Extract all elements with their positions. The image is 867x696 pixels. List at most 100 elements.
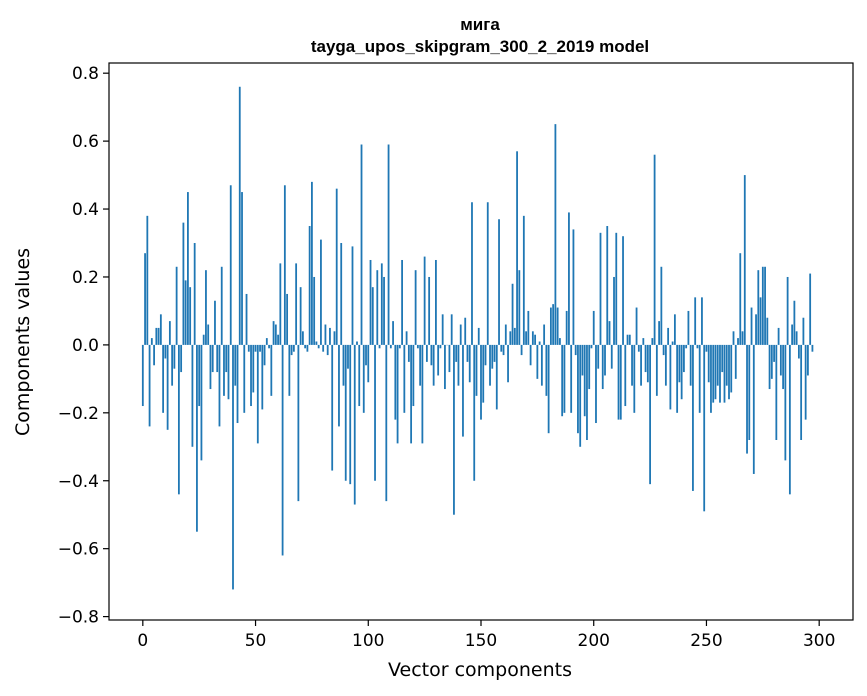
bar-36	[223, 344, 225, 396]
bar-19	[184, 280, 187, 345]
bar-115	[401, 259, 403, 345]
bar-47	[247, 344, 250, 352]
y-tick-label: 0.0	[72, 336, 99, 356]
bar-275	[761, 266, 764, 345]
bar-122	[416, 344, 419, 349]
bar-279	[770, 344, 773, 379]
bar-60	[277, 334, 279, 345]
bar-64	[286, 293, 289, 345]
bar-105	[378, 344, 381, 349]
bar-80	[322, 344, 325, 352]
bar-66	[290, 344, 293, 356]
bar-170	[525, 331, 527, 345]
bar-263	[734, 344, 737, 379]
bar-244	[692, 344, 694, 491]
bar-243	[689, 344, 692, 386]
bar-65	[288, 344, 291, 396]
y-tick-label: 0.8	[72, 64, 99, 84]
bar-249	[703, 344, 706, 512]
bar-292	[800, 344, 803, 440]
chart-title-line2: tayga_upos_skipgram_300_2_2019 model	[311, 37, 649, 56]
bar-251	[707, 344, 710, 383]
bar-276	[764, 266, 766, 345]
bar-69	[297, 344, 300, 502]
bar-201	[595, 344, 597, 424]
bar-216	[628, 334, 631, 345]
x-tick-label: 50	[245, 631, 267, 651]
bar-253	[712, 344, 715, 403]
bar-114	[398, 344, 401, 349]
y-tick-label: 0.2	[72, 268, 99, 288]
bar-258	[723, 344, 726, 403]
bar-206	[606, 226, 609, 345]
bar-284	[782, 344, 785, 390]
bar-224	[646, 344, 649, 383]
bar-231	[662, 344, 665, 356]
bar-95	[356, 341, 358, 345]
bar-164	[511, 283, 514, 345]
bar-145	[468, 344, 471, 383]
bar-228	[655, 344, 658, 396]
bar-257	[721, 344, 724, 373]
bar-199	[590, 344, 593, 349]
bar-85	[333, 331, 336, 345]
bar-212	[619, 344, 622, 420]
bar-297	[811, 344, 814, 352]
bar-54	[263, 344, 266, 366]
bar-192	[574, 344, 577, 356]
y-axis-ticks: −0.8 −0.6 −0.4 −0.2 0.0 0.2 0.4 0.6 0.8	[58, 64, 109, 628]
bar-104	[376, 270, 379, 345]
bar-50	[254, 344, 257, 352]
bar-226	[651, 338, 654, 345]
bar-137	[450, 314, 453, 345]
bar-286	[786, 276, 789, 345]
bar-0	[141, 344, 144, 407]
bar-293	[802, 317, 805, 345]
bar-210	[615, 232, 618, 345]
bar-100	[367, 344, 370, 383]
bar-232	[664, 344, 667, 386]
bar-294	[804, 344, 807, 420]
bar-31	[211, 344, 214, 373]
bar-6	[155, 327, 158, 345]
bar-213	[622, 236, 624, 345]
bar-70	[299, 287, 302, 345]
bar-264	[737, 338, 739, 345]
bar-173	[531, 331, 534, 345]
bar-195	[581, 344, 584, 376]
bar-112	[394, 344, 397, 420]
bar-272	[755, 314, 757, 345]
bar-196	[583, 344, 586, 417]
bar-223	[644, 344, 647, 373]
bar-11	[166, 344, 169, 430]
bar-219	[635, 307, 638, 345]
bar-42	[236, 344, 239, 424]
bar-141	[459, 324, 462, 345]
bar-267	[743, 175, 746, 345]
bar-48	[250, 344, 252, 407]
bar-111	[392, 321, 394, 345]
bar-146	[471, 202, 473, 345]
bar-45	[243, 344, 246, 413]
x-tick-label: 100	[352, 631, 384, 651]
x-axis-ticks: 0 50 100 150 200 250 300	[137, 620, 835, 651]
bar-126	[425, 344, 428, 362]
bar-12	[168, 321, 171, 345]
bar-288	[791, 324, 794, 345]
y-tick-label: −0.8	[58, 608, 99, 628]
bar-256	[719, 344, 721, 403]
bar-144	[466, 344, 469, 362]
bar-166	[516, 151, 518, 345]
chart-title-line1: мига	[460, 15, 500, 34]
bar-185	[559, 338, 561, 345]
bar-71	[301, 331, 304, 345]
bar-178	[543, 324, 546, 345]
bar-34	[218, 344, 221, 427]
bar-67	[292, 344, 295, 352]
bar-211	[617, 344, 620, 420]
bar-151	[482, 344, 485, 403]
bar-270	[750, 307, 753, 345]
bar-245	[694, 297, 697, 345]
bar-271	[752, 344, 755, 474]
